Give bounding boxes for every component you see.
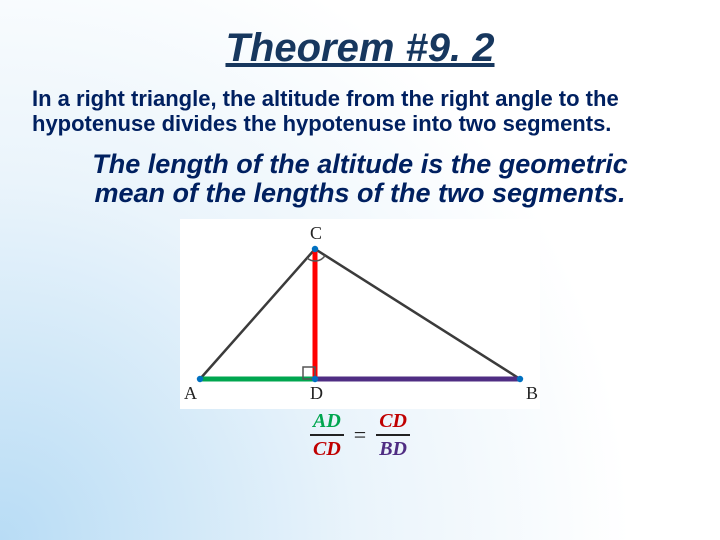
geometric-mean-equation: AD CD = CD BD (310, 411, 410, 459)
fraction-right-numerator: CD (376, 411, 410, 431)
fraction-left-numerator: AD (310, 411, 344, 431)
fraction-right-denominator: BD (376, 439, 410, 459)
conclusion-line-1: The length of the altitude is the geomet… (92, 149, 628, 179)
statement-line-1: In a right triangle, the altitude from t… (32, 86, 619, 111)
fraction-left-bar (310, 434, 344, 436)
svg-text:B: B (526, 383, 538, 403)
svg-text:A: A (184, 383, 197, 403)
equals-sign: = (354, 422, 366, 448)
theorem-title: Theorem #9. 2 (32, 26, 688, 71)
diagram-container: A B D C (32, 219, 688, 409)
fraction-right: CD BD (376, 411, 410, 459)
statement-line-2: hypotenuse divides the hypotenuse into t… (32, 111, 611, 136)
svg-text:C: C (310, 223, 322, 243)
svg-text:D: D (310, 383, 323, 403)
equation-container: AD CD = CD BD (32, 411, 688, 459)
theorem-conclusion: The length of the altitude is the geomet… (32, 150, 688, 208)
fraction-left: AD CD (310, 411, 344, 459)
fraction-left-denominator: CD (310, 439, 344, 459)
slide: Theorem #9. 2 In a right triangle, the a… (0, 0, 720, 540)
conclusion-line-2: mean of the lengths of the two segments. (94, 178, 625, 208)
theorem-statement: In a right triangle, the altitude from t… (32, 87, 688, 136)
fraction-right-bar (376, 434, 410, 436)
triangle-diagram: A B D C (180, 219, 540, 409)
